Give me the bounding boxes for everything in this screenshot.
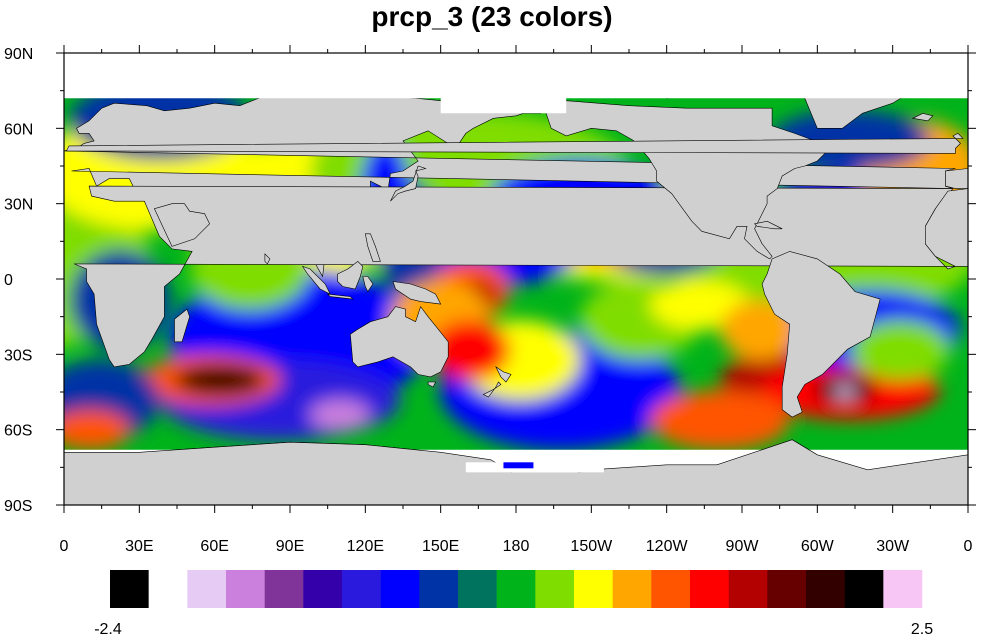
- borneo-landmass: [337, 261, 364, 290]
- colorbar-swatch: [690, 570, 729, 608]
- sulawesi-landmass: [362, 276, 374, 293]
- lon-tick-label: 0: [964, 538, 973, 555]
- lon-tick-label: 120W: [646, 538, 689, 555]
- axis-tick-labels: 90N 60N 30N 0 30S 60S 90S 0 30E 60E 90E 120E 150E 180…: [4, 46, 973, 555]
- tasmania-landmass: [427, 381, 437, 388]
- lon-tick-label: 150W: [570, 538, 613, 555]
- precip-patch: [64, 410, 130, 450]
- lon-tick-label: 120E: [347, 538, 384, 555]
- colorbar-swatch: [342, 570, 381, 608]
- lon-tick-label: 180: [503, 538, 530, 555]
- lat-tick-label: 30S: [4, 347, 32, 364]
- arabia-landmass: [153, 203, 210, 247]
- precip-patch: [650, 390, 790, 450]
- colorbar-swatch: [226, 570, 265, 608]
- australia-landmass: [349, 305, 449, 378]
- colorbar-swatch: [458, 570, 497, 608]
- ross-sea-patch: [503, 462, 534, 469]
- cuba-landmass: [753, 220, 783, 230]
- new-guinea-landmass: [392, 281, 442, 305]
- lon-tick-label: 90W: [726, 538, 760, 555]
- iberia-landmass: [945, 168, 968, 189]
- colorbar-min-label: -2.4: [94, 621, 122, 635]
- precip-patch: [430, 320, 510, 380]
- precip-patch: [835, 386, 855, 398]
- iceland-landmass: [911, 112, 934, 122]
- lon-tick-label: 30E: [125, 538, 153, 555]
- colorbar-max-label: 2.5: [911, 621, 933, 635]
- colorbar-swatch: [148, 570, 188, 608]
- colorbar-swatch: [380, 570, 420, 608]
- axis-ticks: [56, 45, 976, 513]
- lat-tick-label: 30N: [4, 197, 33, 214]
- colorbar-swatch: [264, 570, 304, 608]
- missing-data-regions: [64, 53, 968, 505]
- colorbar-swatch: [303, 570, 343, 608]
- colorbar-swatch: [767, 570, 807, 608]
- lon-tick-label: 90E: [276, 538, 304, 555]
- colorbar-swatch: [651, 570, 691, 608]
- new-zealand-s-landmass: [482, 381, 502, 398]
- lon-tick-label: 60W: [801, 538, 835, 555]
- antarctic-interior: [64, 472, 968, 505]
- colorbar-swatch: [806, 570, 845, 608]
- precip-patch: [175, 365, 265, 395]
- philippines-landmass: [364, 233, 381, 262]
- lat-tick-label: 60N: [4, 121, 33, 138]
- south-america-landmass: [761, 251, 881, 418]
- precip-patch: [850, 320, 950, 380]
- japan-landmass: [390, 165, 427, 202]
- polar-cap-missing: [64, 53, 968, 71]
- lat-tick-label: 0: [4, 272, 13, 289]
- map-title: prcp_3 (23 colors): [371, 1, 613, 32]
- colorbar-swatch: [496, 570, 536, 608]
- colorbar-swatch: [419, 570, 459, 608]
- sri-lanka-landmass: [264, 253, 271, 265]
- lat-tick-label: 90N: [4, 46, 33, 63]
- colorbar-swatch: [535, 570, 575, 608]
- lat-tick-label: 60S: [4, 423, 32, 440]
- lon-tick-label: 0: [60, 538, 69, 555]
- colorbar-swatch: [574, 570, 613, 608]
- lat-tick-label: 90S: [4, 498, 32, 515]
- lon-tick-label: 60E: [200, 538, 228, 555]
- lon-tick-label: 150E: [422, 538, 459, 555]
- west-africa-landmass: [924, 188, 968, 267]
- colorbar-swatch: [612, 570, 652, 608]
- colorbar-swatch: [883, 570, 923, 608]
- uk-landmass: [66, 133, 964, 154]
- ross-ice-shelf: [465, 462, 604, 473]
- java-landmass: [326, 293, 354, 300]
- colorbar-swatch: [187, 570, 227, 608]
- colorbar: -2.4 2.5: [94, 570, 933, 635]
- colorbar-swatch: [728, 570, 768, 608]
- lon-tick-label: 30W: [876, 538, 910, 555]
- colorbar-swatch: [110, 570, 149, 608]
- map-area: [64, 53, 968, 505]
- colorbar-swatch: [844, 570, 884, 608]
- new-zealand-n-landmass: [495, 366, 512, 383]
- precip-patch: [310, 400, 370, 430]
- madagascar-landmass: [174, 308, 190, 343]
